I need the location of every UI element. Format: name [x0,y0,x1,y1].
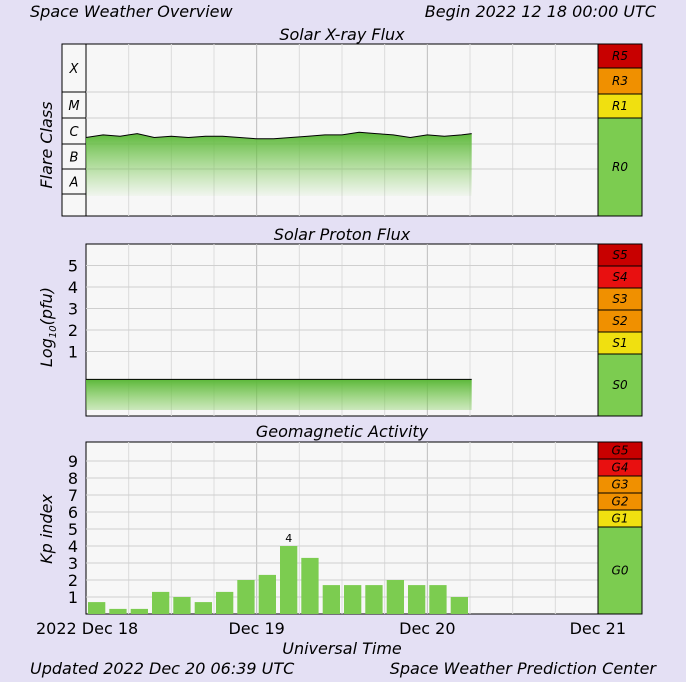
kp-bar [130,608,148,614]
xray-class-label-b: B [70,151,79,166]
xray-class-label-m: M [68,99,79,114]
footer-center: Space Weather Prediction Center [390,659,658,678]
kp-bar [408,585,426,614]
proton-scale-label-s3: S3 [612,292,627,306]
xray-scale-label-r0: R0 [612,160,628,174]
kp-bar [109,608,127,614]
proton-scale-label-s2: S2 [612,314,627,328]
geomag-scale-label-g1: G1 [612,512,629,526]
proton-scale-label-s1: S1 [612,336,627,350]
geomag-ytick: 2 [68,571,78,590]
geomag-scale-label-g2: G2 [612,495,629,509]
x-tick-label: Dec 20 [399,619,455,638]
xray-flux-fill [86,132,472,196]
x-tick-label: Dec 19 [228,619,284,638]
proton-ytick: 1 [68,343,78,362]
geomag-ytick: 9 [68,452,78,471]
proton-title: Solar Proton Flux [274,225,411,244]
geomag-ytick: 5 [68,520,78,539]
proton-ylabel: Log10(pfu) [37,287,59,367]
kp-bar [322,585,340,614]
footer-updated: Updated 2022 Dec 20 06:39 UTC [30,659,295,678]
x-tick-label: 2022 Dec 18 [36,619,138,638]
kp-bar [301,557,319,614]
xray-class-label-c: C [69,125,79,140]
kp-bar [216,591,234,614]
kp-bar [365,585,383,614]
x-axis-label: Universal Time [282,639,402,658]
proton-scale-label-s0: S0 [612,378,628,392]
proton-scale-label-s5: S5 [612,248,627,262]
kp-bar [280,546,298,614]
geomag-ytick: 4 [68,537,78,556]
kp-bar [386,580,404,614]
geomag-title: Geomagnetic Activity [256,422,429,441]
header-title: Space Weather Overview [30,2,233,21]
xray-ylabel: Flare Class [37,101,56,188]
kp-bar [429,585,447,614]
xray-scale-box-r0 [597,117,643,217]
proton-ytick: 3 [68,300,78,319]
xray-class-box [61,43,87,217]
geomag-ytick: 3 [68,554,78,573]
proton-scale-label-s4: S4 [612,270,627,284]
xray-scale-box-r3 [597,67,643,95]
geomag-ytick: 1 [68,588,78,607]
kp-bar [344,585,362,614]
kp-annotation: 4 [285,532,292,545]
kp-bar [258,574,276,614]
kp-bar [450,597,468,614]
geomag-ytick: 8 [68,469,78,488]
xray-scale-box-r5 [597,43,643,69]
geomag-ylabel: Kp index [37,494,56,564]
xray-scale-label-r5: R5 [612,49,628,63]
geomag-scale-box-g0 [597,526,643,615]
proton-ytick: 2 [68,321,78,340]
geomag-ytick: 6 [68,503,78,522]
kp-bar [237,580,255,614]
kp-bar [194,602,212,614]
xray-title: Solar X-ray Flux [279,25,405,44]
proton-ytick: 5 [68,257,78,276]
geomag-scale-label-g0: G0 [612,564,629,578]
proton-ytick: 4 [68,278,78,297]
xray-class-label-x: X [69,62,80,77]
kp-bar [173,597,191,614]
xray-class-label-a: A [69,176,79,191]
xray-flux-line [85,131,472,140]
geomag-scale-label-g4: G4 [612,461,629,475]
proton-flux-fill [86,379,472,410]
proton-scale-box-s0 [597,353,643,417]
xray-scale-label-r1: R1 [612,99,628,113]
geomag-scale-label-g3: G3 [612,478,629,492]
header-begin: Begin 2022 12 18 00:00 UTC [425,2,657,21]
xray-scale-label-r3: R3 [612,74,628,88]
xray-scale-box-r1 [597,93,643,119]
geomag-ytick: 7 [68,486,78,505]
x-tick-label: Dec 21 [570,619,626,638]
kp-bar [152,591,170,614]
kp-bar [88,602,106,614]
geomag-scale-label-g5: G5 [612,444,629,458]
